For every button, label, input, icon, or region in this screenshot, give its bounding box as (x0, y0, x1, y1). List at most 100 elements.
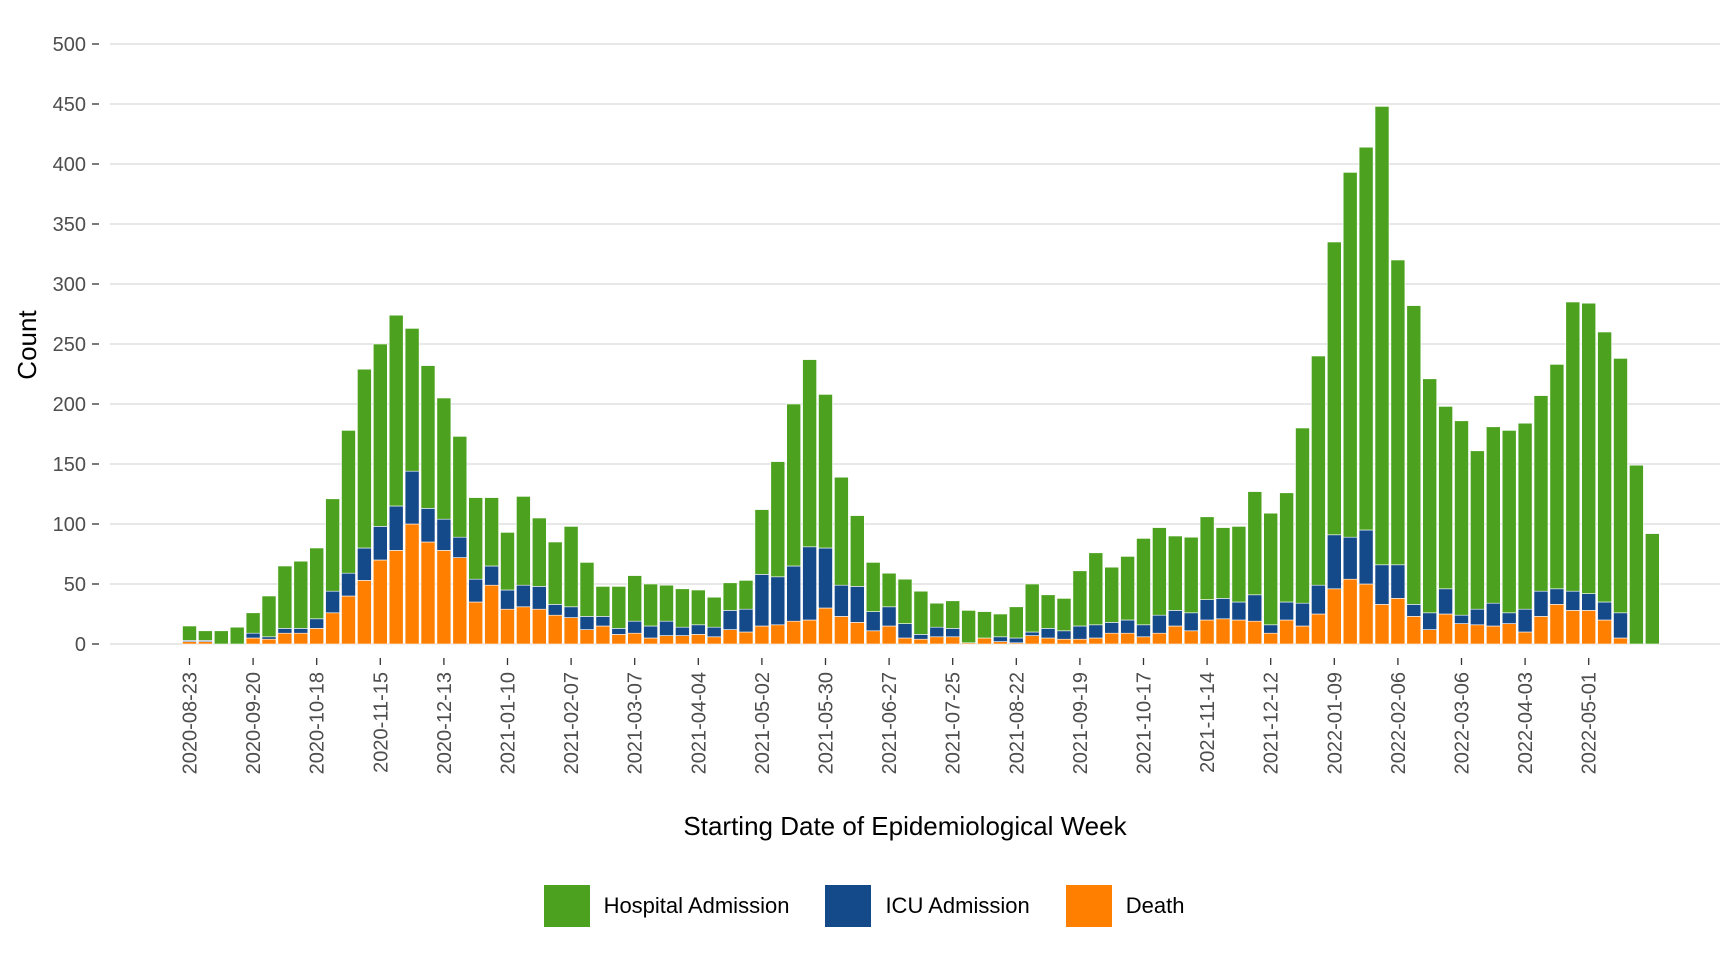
bar-segment (1104, 632, 1119, 645)
legend-swatch-icu (825, 885, 872, 927)
x-tick-label: 2020-08-23 (180, 672, 202, 774)
bar-segment (1183, 536, 1199, 614)
bar-segment (993, 641, 1008, 645)
bar-segment (1136, 624, 1151, 638)
bar-segment (372, 526, 388, 561)
bar-segment (1136, 538, 1151, 626)
bar-segment (325, 498, 340, 592)
bar-segment (834, 476, 849, 586)
bar-segment (372, 343, 388, 527)
y-tick-label: 300 (53, 274, 86, 296)
bar-segment (722, 582, 738, 611)
x-tick-label: 2021-09-19 (1070, 672, 1092, 774)
bar-segment (245, 637, 261, 645)
bar-segment (1263, 512, 1278, 626)
bar-segment (1199, 516, 1215, 600)
bar-segment (436, 550, 452, 645)
x-tick-label: 2022-01-09 (1324, 672, 1346, 774)
bar-segment (675, 588, 690, 628)
bar-segment (595, 625, 611, 645)
bar-segment (293, 560, 309, 629)
bar-segment (1406, 305, 1422, 605)
bar-segment (388, 314, 404, 507)
bar-segment (1565, 610, 1581, 645)
legend-swatch-hospital (543, 885, 590, 927)
bar-segment (293, 632, 309, 645)
bar-segment (881, 625, 897, 645)
bars (182, 106, 1660, 645)
bar-segment (563, 526, 579, 608)
bar-segment (738, 631, 754, 645)
bar-segment (1501, 430, 1517, 614)
bar-segment (1263, 632, 1278, 645)
bar-segment (977, 611, 992, 639)
bar-segment (293, 628, 309, 634)
bar-segment (1645, 533, 1660, 645)
bar-segment (531, 586, 547, 610)
bar-segment (659, 635, 674, 645)
bar-segment (1613, 637, 1628, 645)
bar-segment (1501, 612, 1517, 624)
y-axis-ticks: 0 50 100 150 200 250 300 350 400 450 500 (53, 34, 99, 656)
bar-segment (1104, 622, 1119, 634)
bar-segment (1613, 358, 1628, 614)
bar-segment (722, 629, 738, 645)
bar-segment (1056, 638, 1072, 645)
bar-segment (834, 616, 849, 645)
bar-segment (1565, 301, 1581, 592)
bar-segment (357, 368, 372, 549)
bar-segment (1231, 601, 1247, 621)
bar-segment (468, 578, 484, 603)
bar-segment (1597, 619, 1612, 645)
x-axis-ticks: 2020-08-23 2020-09-20 2020-10-18 2020-11-15… (180, 658, 1601, 774)
bar-segment (547, 614, 563, 645)
bar-segment (849, 622, 865, 645)
bar-segment (690, 624, 706, 635)
bar-segment (1024, 635, 1040, 645)
bar-segment (1152, 632, 1167, 645)
bar-segment (754, 509, 770, 575)
bar-segment (404, 328, 420, 472)
bar-segment (770, 576, 786, 626)
bar-segment (1549, 604, 1565, 645)
bar-segment (1501, 623, 1517, 645)
bar-segment (611, 628, 627, 635)
x-tick-label: 2021-04-04 (688, 672, 710, 774)
bar-segment (1438, 406, 1453, 590)
y-tick-label: 0 (75, 634, 86, 656)
bar-segment (1168, 610, 1183, 627)
bar-segment (484, 497, 499, 567)
x-tick-label: 2022-03-06 (1452, 672, 1474, 774)
x-tick-label: 2021-11-14 (1197, 672, 1219, 773)
bar-segment (1581, 302, 1596, 594)
bar-segment (261, 636, 277, 640)
bar-segment (309, 628, 325, 645)
legend-swatch-death (1065, 885, 1112, 927)
bar-segment (516, 496, 531, 586)
bar-segment (420, 508, 436, 543)
bar-segment (1454, 614, 1469, 624)
bar-segment (1422, 378, 1437, 614)
bar-segment (261, 638, 277, 645)
bar-segment (436, 397, 452, 520)
bar-segment (1024, 631, 1040, 636)
x-tick-label: 2020-12-13 (434, 672, 456, 774)
bar-segment (706, 636, 722, 645)
bar-segment (404, 523, 420, 645)
bar-segment (325, 590, 340, 614)
bar-segment (993, 636, 1008, 642)
bar-segment (802, 546, 817, 621)
bar-segment (754, 574, 770, 627)
bar-segment (1581, 610, 1596, 645)
bar-segment (547, 541, 563, 605)
bar-segment (452, 557, 468, 645)
bar-segment (643, 583, 658, 627)
bar-segment (945, 600, 961, 629)
y-tick-label: 200 (53, 394, 86, 416)
bar-segment (595, 586, 611, 617)
bar-segment (913, 634, 929, 640)
bar-segment (484, 565, 499, 586)
bar-segment (1454, 623, 1469, 645)
y-axis-title: Count (12, 310, 42, 380)
bar-segment (1374, 604, 1390, 645)
